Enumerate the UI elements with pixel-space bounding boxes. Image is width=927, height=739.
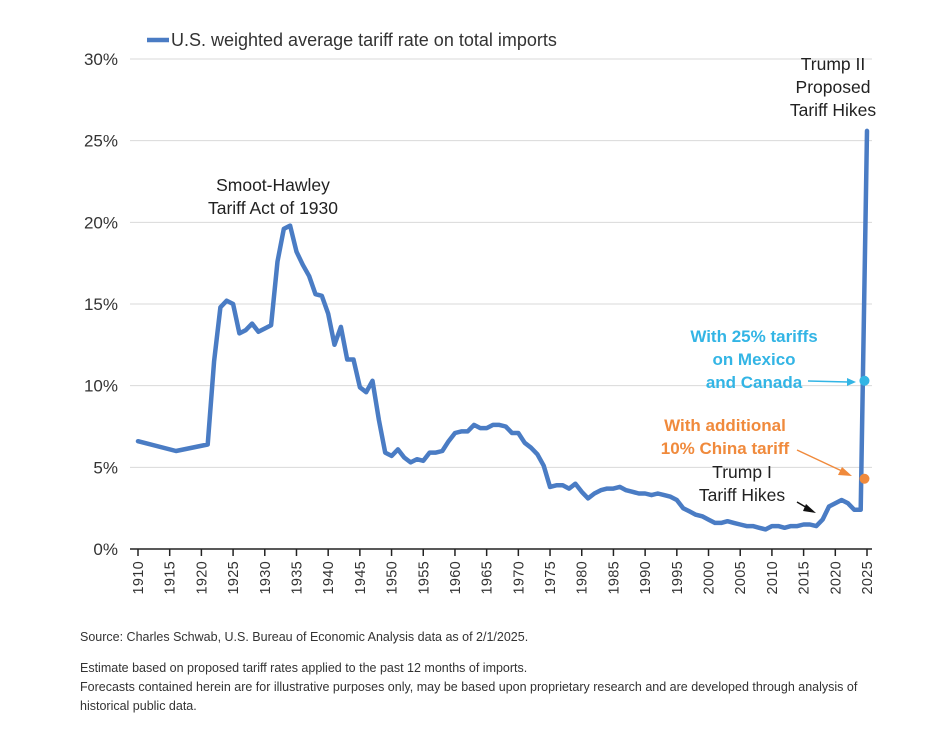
annotation-smoot-hawley: Smoot-Hawley Tariff Act of 1930 xyxy=(208,175,338,218)
x-tick-label: 1910 xyxy=(131,561,147,594)
china-arrow xyxy=(796,449,845,473)
gridlines xyxy=(130,58,872,468)
annotation-mexcan-line3: and Canada xyxy=(706,373,803,392)
annotation-mexcan-line1: With 25% tariffs xyxy=(690,327,817,346)
x-tick-label: 1925 xyxy=(226,561,242,594)
highlight-point xyxy=(859,375,870,386)
trump1-arrowhead xyxy=(803,504,816,513)
x-tick-label: 1945 xyxy=(353,561,369,594)
highlight-point xyxy=(859,473,870,484)
annotation-mexcan-line2: on Mexico xyxy=(712,350,795,369)
x-tick-label: 1955 xyxy=(416,561,432,594)
x-tick-label: 1975 xyxy=(543,561,559,594)
annotation-smoot-line1: Smoot-Hawley xyxy=(216,175,330,195)
x-tick-label: 2005 xyxy=(733,561,749,594)
forecast-note: Forecasts contained herein are for illus… xyxy=(80,680,858,713)
annotation-china-line2: 10% China tariff xyxy=(661,439,790,458)
x-tick-label: 1920 xyxy=(194,561,210,594)
tariff-chart: 0% 5% 10% 15% 20% 25% 30% 1910 1915 1920 1925 1930… xyxy=(84,30,876,594)
x-tick-label: 2010 xyxy=(765,561,781,594)
x-tick-label: 1950 xyxy=(385,561,401,594)
legend: U.S. weighted average tariff rate on tot… xyxy=(147,30,557,50)
x-tick-label: 1960 xyxy=(448,561,464,594)
series-line xyxy=(135,128,870,532)
x-tick-label: 2000 xyxy=(702,561,718,594)
y-tick-label: 10% xyxy=(84,377,118,396)
x-tick-label: 1965 xyxy=(480,561,496,594)
x-axis: 1910 1915 1920 1925 1930 1935 1940 1945 1950 1955… xyxy=(130,548,876,594)
annotation-trump1-line2: Tariff Hikes xyxy=(699,485,785,505)
x-tick-label: 1995 xyxy=(670,561,686,594)
chart-notes: Source: Charles Schwab, U.S. Bureau of E… xyxy=(80,628,900,716)
annotation-trump1-line1: Trump I xyxy=(712,462,772,482)
china-arrowhead xyxy=(838,467,852,476)
estimate-note: Estimate based on proposed tariff rates … xyxy=(80,661,528,675)
x-tick-label: 1940 xyxy=(321,561,337,594)
x-tick-label: 1970 xyxy=(511,561,527,594)
y-tick-label: 25% xyxy=(84,132,118,151)
annotation-smoot-line2: Tariff Act of 1930 xyxy=(208,198,338,218)
y-tick-label: 0% xyxy=(93,540,118,559)
mexcan-arrowhead xyxy=(847,378,856,386)
annotation-trump-ii: Trump II Proposed Tariff Hikes xyxy=(790,54,876,120)
source-note: Source: Charles Schwab, U.S. Bureau of E… xyxy=(80,630,529,644)
y-axis: 0% 5% 10% 15% 20% 25% 30% xyxy=(84,50,118,559)
x-tick-label: 2025 xyxy=(860,561,876,594)
x-tick-label: 1915 xyxy=(163,561,179,594)
x-tick-label: 1985 xyxy=(606,561,622,594)
legend-label: U.S. weighted average tariff rate on tot… xyxy=(171,30,557,50)
annotation-china: With additional 10% China tariff xyxy=(661,416,852,476)
highlight-points xyxy=(859,375,870,484)
y-tick-label: 20% xyxy=(84,213,118,232)
y-tick-label: 30% xyxy=(84,50,118,69)
annotation-trump2-line3: Tariff Hikes xyxy=(790,100,876,120)
annotation-trump2-line1: Trump II xyxy=(801,54,866,74)
x-tick-label: 1930 xyxy=(258,561,274,594)
annotation-mexico-canada: With 25% tariffs on Mexico and Canada xyxy=(690,327,856,392)
annotation-trump2-line2: Proposed xyxy=(796,77,871,97)
y-tick-label: 5% xyxy=(93,458,118,477)
y-tick-label: 15% xyxy=(84,295,118,314)
x-tick-label: 1980 xyxy=(575,561,591,594)
x-tick-label: 2020 xyxy=(828,561,844,594)
x-tick-label: 1935 xyxy=(289,561,305,594)
x-tick-label: 2015 xyxy=(797,561,813,594)
x-tick-label: 1990 xyxy=(638,561,654,594)
mexcan-arrow xyxy=(807,380,849,383)
annotation-china-line1: With additional xyxy=(664,416,786,435)
annotation-trump-i: Trump I Tariff Hikes xyxy=(699,462,816,513)
